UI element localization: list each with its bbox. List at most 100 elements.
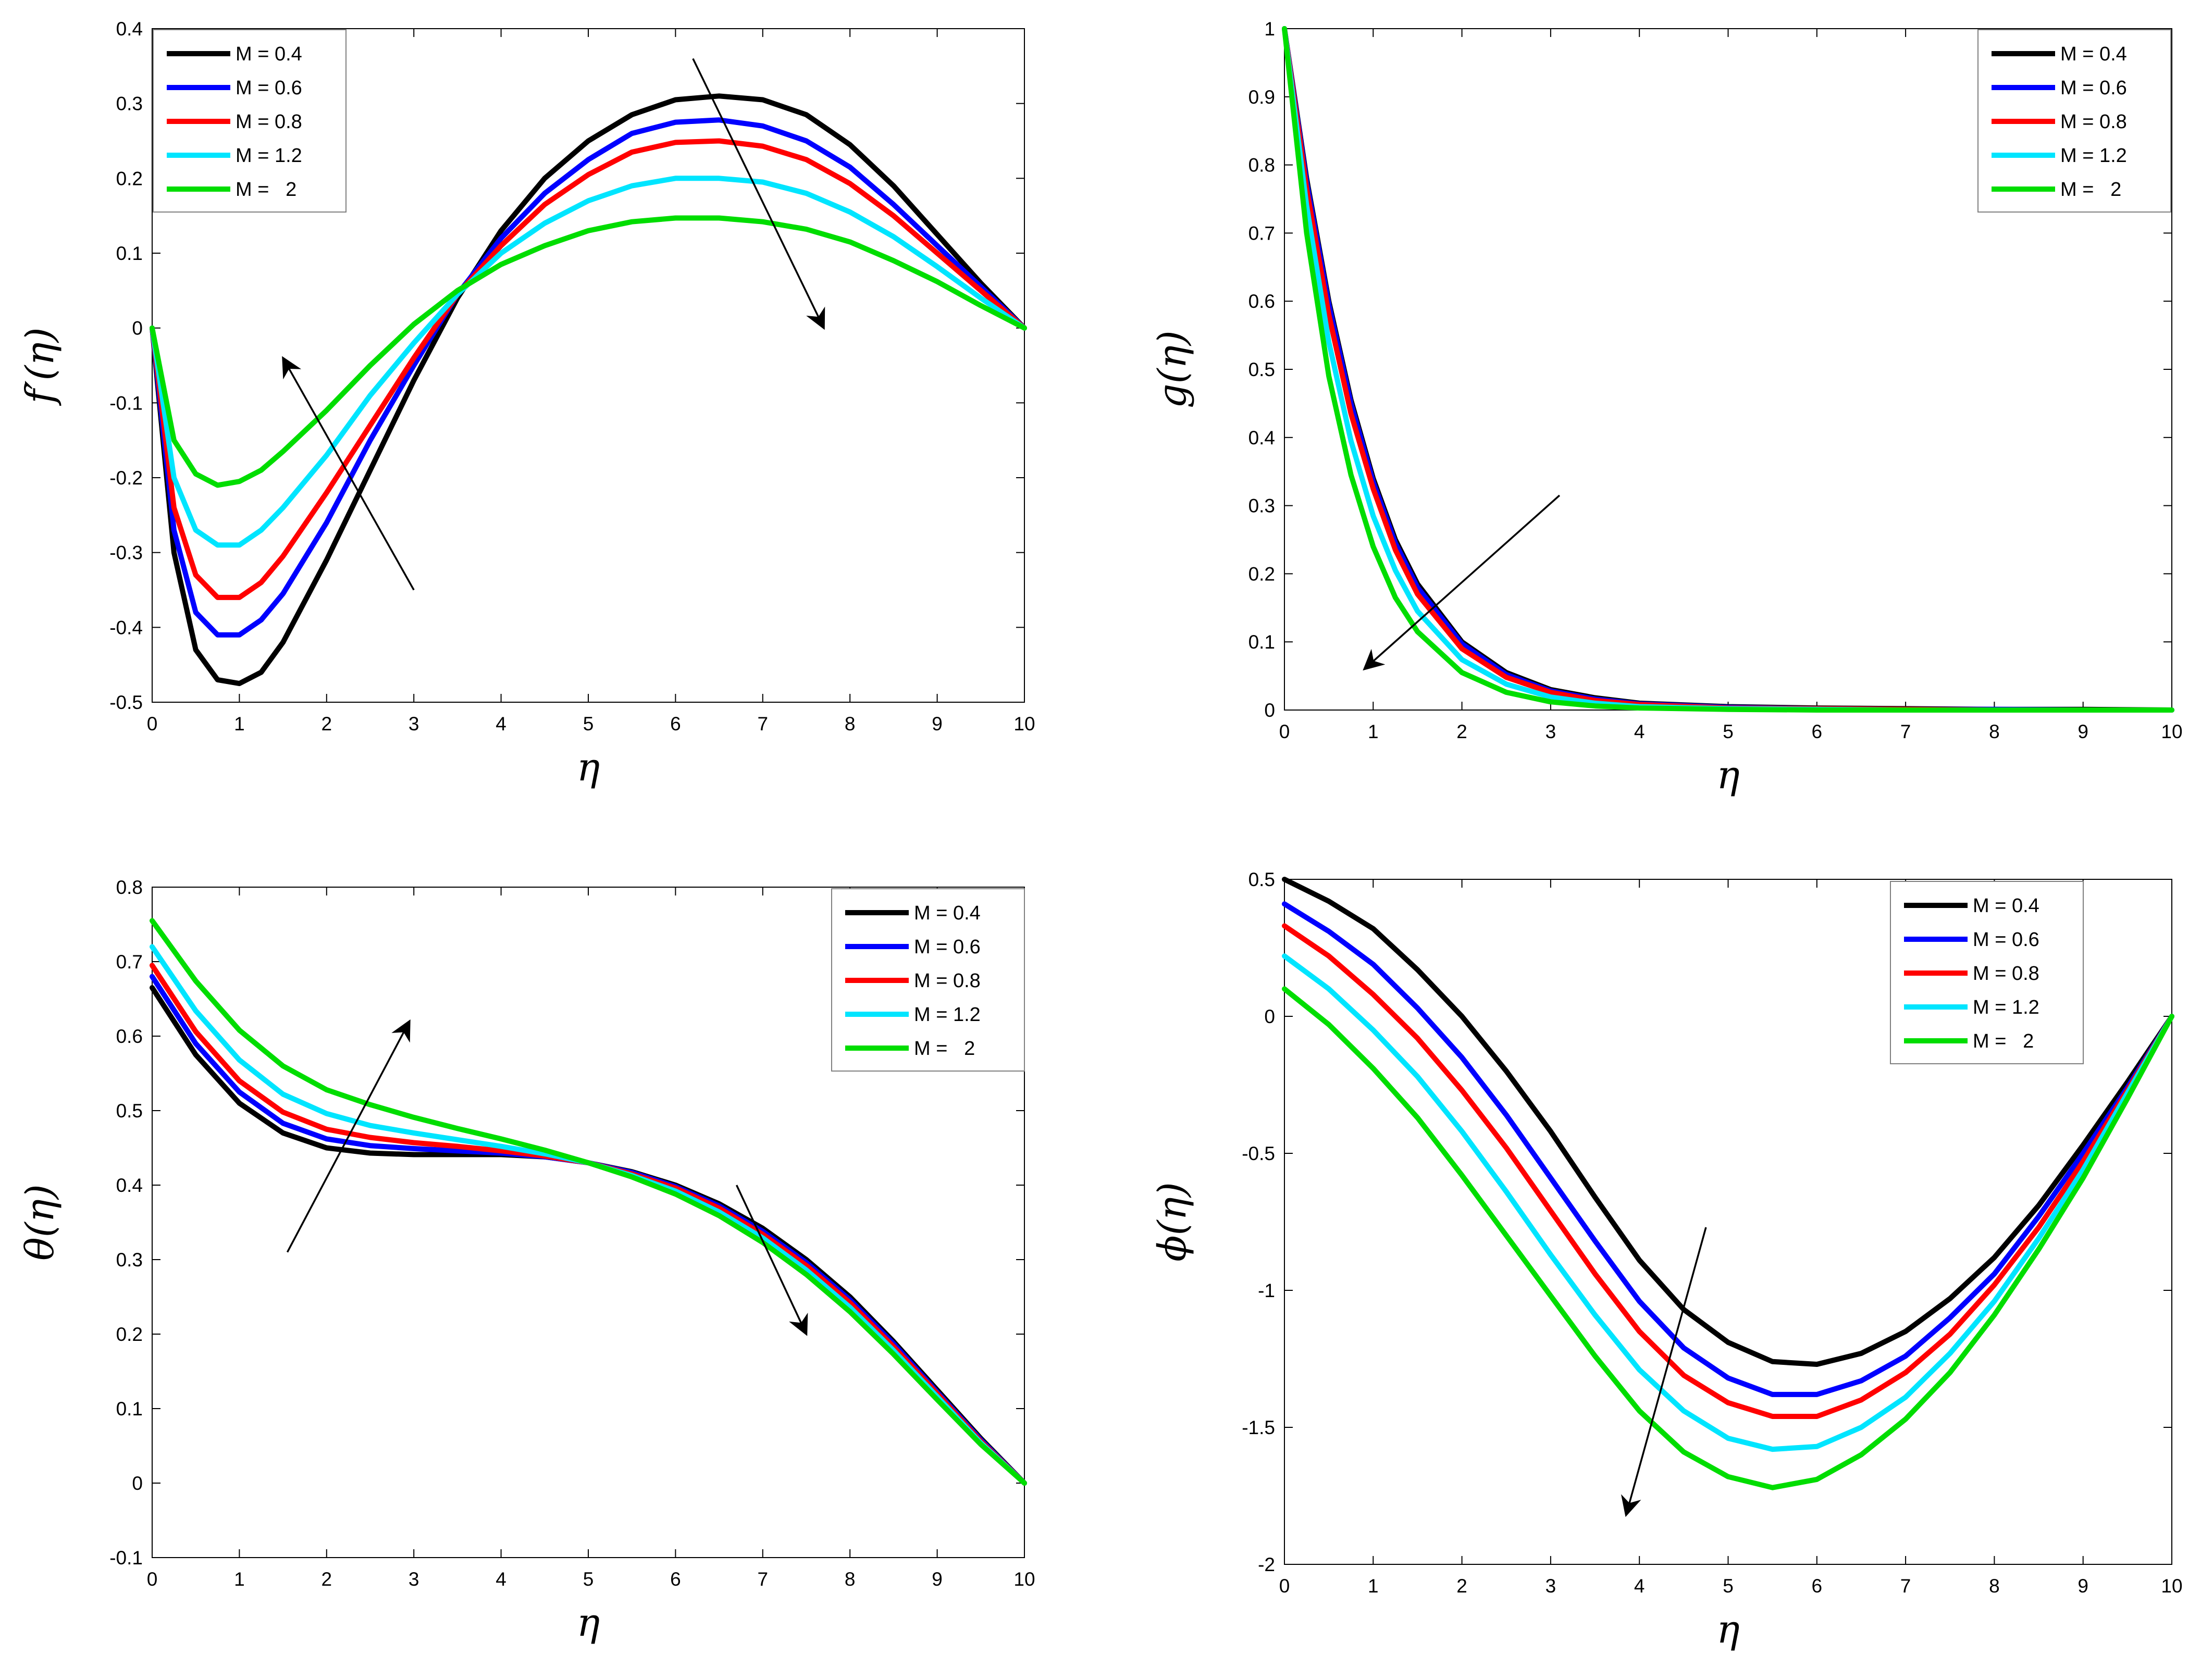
y-tick-label: -0.4	[109, 617, 143, 638]
y-tick-label: 0.8	[116, 877, 143, 898]
y-tick-label: 0.6	[1248, 291, 1275, 312]
x-tick-label: 2	[322, 713, 332, 735]
y-tick-label: 0.2	[1248, 563, 1275, 584]
legend: M = 0.4 M = 0.6 M = 0.8 M = 1.2 M = 2	[153, 29, 347, 213]
x-tick-label: 7	[758, 1569, 769, 1590]
y-tick-label: 0.5	[1248, 359, 1275, 380]
y-tick-label: 0	[1264, 1006, 1275, 1027]
x-tick-label: 7	[1900, 1575, 1911, 1597]
y-tick-label: 0.8	[1248, 155, 1275, 176]
y-tick-label: 0	[132, 1473, 143, 1494]
y-tick-label: -1.5	[1242, 1417, 1275, 1438]
trend-arrow	[286, 1019, 411, 1253]
series-line-4	[150, 176, 1027, 548]
x-tick-label: 0	[147, 713, 158, 735]
legend-label-1: M = 0.4	[914, 902, 981, 924]
y-tick-label: 0.5	[1248, 869, 1275, 890]
y-tick-label: 0.6	[116, 1026, 143, 1047]
y-tick-label: 0.4	[1248, 427, 1275, 449]
x-tick-label: 1	[234, 1569, 245, 1590]
legend-label-2: M = 0.6	[236, 77, 302, 99]
series-line-4	[1282, 953, 2174, 1452]
trend-arrow	[282, 356, 415, 591]
legend-label-4: M = 1.2	[914, 1004, 981, 1026]
x-tick-label: 1	[1368, 721, 1379, 742]
y-axis-label: f′(η)	[18, 327, 63, 406]
series-line-5	[1282, 986, 2174, 1490]
x-tick-label: 5	[1723, 1575, 1734, 1597]
y-tick-label: -0.5	[109, 692, 143, 713]
series-line-2	[1282, 901, 2174, 1397]
x-tick-label: 9	[2078, 721, 2088, 742]
y-tick-label: 0.2	[116, 1324, 143, 1345]
x-axis-label: η	[1716, 1607, 1739, 1652]
chart-fprime: 0 1 2 3 4 5 6 7 8 9 10 -0.5 -0.4 -0.3 -0.2 -0.1 0 0.1 0.2 0…	[18, 18, 1035, 790]
x-tick-label: 6	[670, 713, 681, 735]
x-tick-label: 8	[845, 713, 856, 735]
y-axis-label: θ(η)	[18, 1184, 63, 1261]
x-tick-label: 5	[583, 1569, 594, 1590]
legend-label-3: M = 0.8	[2060, 111, 2127, 133]
y-tick-label: 0	[132, 318, 143, 339]
y-tick-label: -2	[1258, 1554, 1275, 1575]
y-tick-label: 0.1	[116, 1398, 143, 1420]
y-tick-label: -0.1	[109, 392, 143, 414]
y-tick-label: 0.1	[116, 243, 143, 264]
y-tick-label: 0.5	[116, 1100, 143, 1122]
x-tick-label: 5	[1723, 721, 1734, 742]
series-line-5	[150, 215, 1027, 488]
x-tick-label: 3	[409, 713, 419, 735]
x-tick-label: 6	[1812, 721, 1823, 742]
x-tick-label: 4	[1634, 1575, 1645, 1597]
x-tick-label: 10	[2161, 1575, 2182, 1597]
trend-arrow	[735, 1185, 808, 1336]
x-tick-label: 8	[1989, 721, 2000, 742]
legend-label-4: M = 1.2	[1973, 997, 2039, 1018]
x-tick-label: 8	[845, 1569, 856, 1590]
x-tick-label: 2	[322, 1569, 332, 1590]
y-tick-label: 0.4	[116, 1175, 143, 1196]
y-tick-label: 0.7	[1248, 222, 1275, 244]
y-tick-label: 0.3	[1248, 495, 1275, 517]
x-tick-label: 10	[2161, 721, 2182, 742]
x-tick-label: 5	[583, 713, 594, 735]
y-tick-label: 0.7	[116, 951, 143, 973]
y-tick-label: 0.3	[116, 1249, 143, 1271]
legend-label-3: M = 0.8	[1973, 963, 2039, 985]
legend-label-4: M = 1.2	[2060, 145, 2127, 167]
chart-g: 0 1 2 3 4 5 6 7 8 9 10 0 0.1 0.2 0.3 0.4 0.5 0.6 0.7 0.8 0.9…	[1150, 18, 2183, 798]
x-tick-label: 3	[1545, 1575, 1556, 1597]
y-tick-label: 0.9	[1248, 86, 1275, 108]
x-tick-label: 4	[496, 713, 506, 735]
x-tick-label: 0	[1279, 721, 1290, 742]
legend-label-1: M = 0.4	[1973, 895, 2039, 917]
x-tick-label: 3	[409, 1569, 419, 1590]
x-tick-label: 6	[670, 1569, 681, 1590]
chart-phi: 0 1 2 3 4 5 6 7 8 9 10 -2 -1.5 -1 -0.5 0 0.5 η ϕ(η) M = 0.4…	[1150, 869, 2183, 1652]
x-tick-label: 4	[1634, 721, 1645, 742]
legend-label-5: M = 2	[2060, 179, 2121, 201]
x-tick-label: 9	[932, 713, 943, 735]
x-axis-label: η	[1716, 753, 1739, 798]
y-tick-label: -0.1	[109, 1547, 143, 1569]
legend-label-4: M = 1.2	[236, 145, 302, 167]
x-tick-label: 1	[1368, 1575, 1379, 1597]
x-tick-label: 7	[758, 713, 769, 735]
y-tick-label: -1	[1258, 1280, 1275, 1301]
series-line-3	[1282, 923, 2174, 1419]
x-tick-label: 2	[1456, 1575, 1467, 1597]
x-tick-label: 7	[1900, 721, 1911, 742]
x-tick-label: 3	[1545, 721, 1556, 742]
y-tick-label: -0.2	[109, 467, 143, 489]
legend-label-1: M = 0.4	[2060, 43, 2127, 65]
legend-label-3: M = 0.8	[236, 111, 302, 133]
series-line-3	[150, 138, 1027, 600]
x-tick-label: 6	[1812, 1575, 1823, 1597]
y-tick-label: -0.3	[109, 542, 143, 564]
legend-label-2: M = 0.6	[914, 936, 981, 958]
legend-label-3: M = 0.8	[914, 970, 981, 992]
x-tick-label: 8	[1989, 1575, 2000, 1597]
legend-label-5: M = 2	[236, 179, 296, 201]
legend-label-2: M = 0.6	[2060, 77, 2127, 99]
